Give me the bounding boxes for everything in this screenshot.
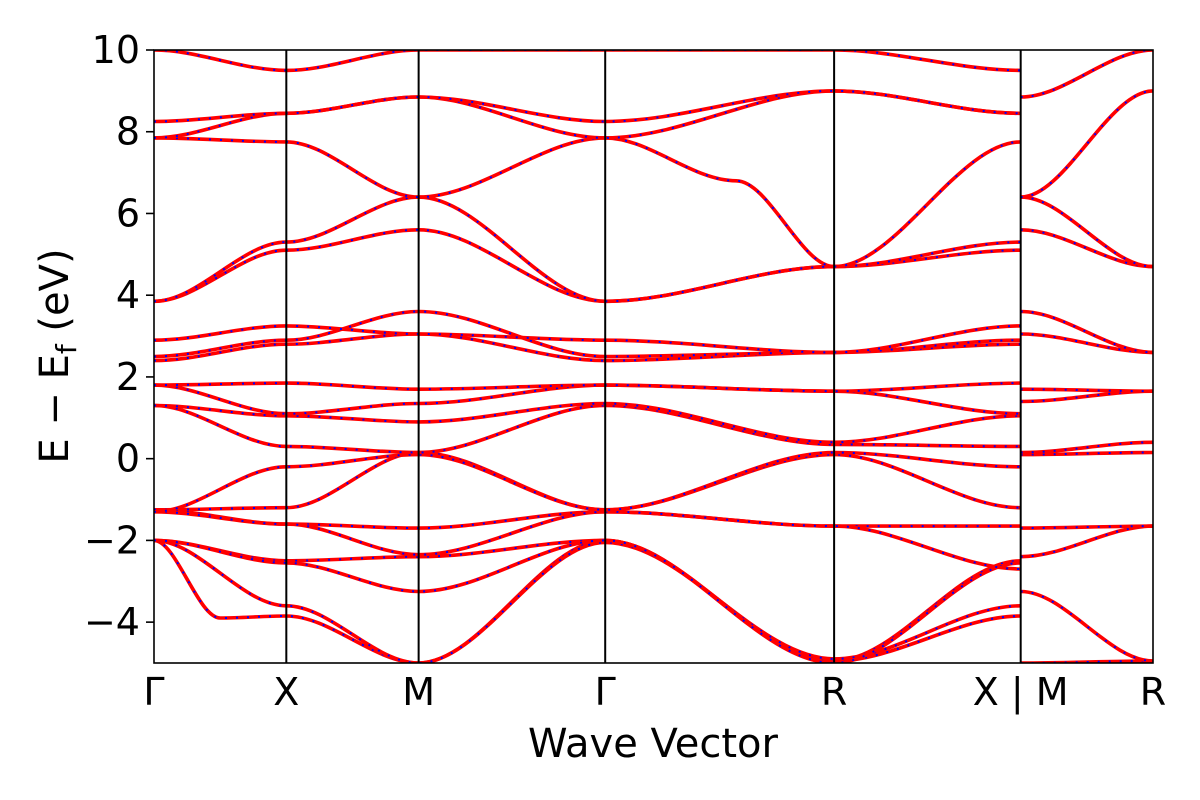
- band-line-9: [154, 401, 1021, 445]
- band-line-dashed-26: [1020, 441, 1153, 454]
- y-tick-label-7: 10: [92, 28, 140, 72]
- band-line-dashed-2: [154, 539, 1021, 663]
- y-axis-label: E − Ef (eV): [32, 248, 83, 463]
- x-tick-label-2: M: [402, 670, 435, 714]
- y-tick-label-2: 0: [116, 437, 140, 481]
- band-line-dashed-29: [1020, 333, 1153, 354]
- y-axis-label-subscript: f: [50, 343, 83, 354]
- band-line-dashed-16: [154, 196, 1021, 303]
- y-tick-label-6: 8: [116, 110, 140, 154]
- y-tick-label-5: 6: [116, 191, 140, 235]
- band-line-dashed-1: [154, 539, 1021, 663]
- plot-frame: [153, 49, 1154, 664]
- high-symmetry-lines: [285, 50, 1022, 663]
- x-tick-label-3: Γ: [595, 670, 616, 714]
- x-axis-ticks: Γ X M Γ R X | M R: [143, 670, 1166, 715]
- y-tick-label-1: −2: [84, 518, 140, 562]
- band-line-13: [154, 309, 1021, 359]
- y-axis-label-main: E − E: [32, 354, 78, 464]
- y-tick-label-3: 2: [116, 355, 140, 399]
- band-line-dashed-24: [1020, 525, 1153, 530]
- band-line-32: [1020, 195, 1153, 269]
- band-line-dashed-25: [1020, 451, 1153, 456]
- x-tick-label-4: R: [821, 670, 847, 714]
- band-line-dashed-21: [1020, 660, 1153, 663]
- band-line-17: [154, 136, 1021, 269]
- x-tick-label-0: Γ: [143, 670, 164, 714]
- band-line-22: [1020, 589, 1153, 663]
- band-line-7: [154, 450, 1021, 514]
- y-tick-label-0: −4: [84, 600, 140, 644]
- band-line-30: [1020, 309, 1153, 355]
- band-line-dashed-8: [154, 404, 1021, 454]
- band-line-dashed-17: [154, 136, 1021, 268]
- band-lines: [154, 50, 1153, 663]
- y-tick-label-4: 4: [116, 273, 140, 317]
- y-axis-label-unit: (eV): [32, 248, 78, 344]
- band-line-dashed-7: [154, 451, 1021, 513]
- band-line-dashed-27: [1020, 390, 1153, 403]
- band-line-33: [1020, 50, 1153, 99]
- band-line-19: [154, 89, 1021, 124]
- band-line-3: [154, 538, 1021, 663]
- band-line-dashed-28: [1020, 388, 1153, 393]
- x-tick-label-1: X: [273, 670, 299, 714]
- band-line-dashed-3: [154, 539, 1021, 663]
- band-line-20: [154, 50, 1021, 73]
- band-line-2: [154, 538, 1021, 663]
- band-line-6: [154, 450, 1021, 512]
- x-tick-label-6: R: [1140, 670, 1166, 714]
- band-line-1: [154, 538, 1021, 663]
- band-line-23: [1020, 524, 1153, 559]
- x-axis-label: Wave Vector: [528, 721, 779, 767]
- band-line-34: [1020, 89, 1153, 199]
- x-tick-label-5: X | M: [973, 670, 1069, 715]
- y-axis-ticks: −4 −2 0 2 4 6 8 10: [84, 28, 154, 644]
- band-line-dashed-6: [154, 451, 1021, 511]
